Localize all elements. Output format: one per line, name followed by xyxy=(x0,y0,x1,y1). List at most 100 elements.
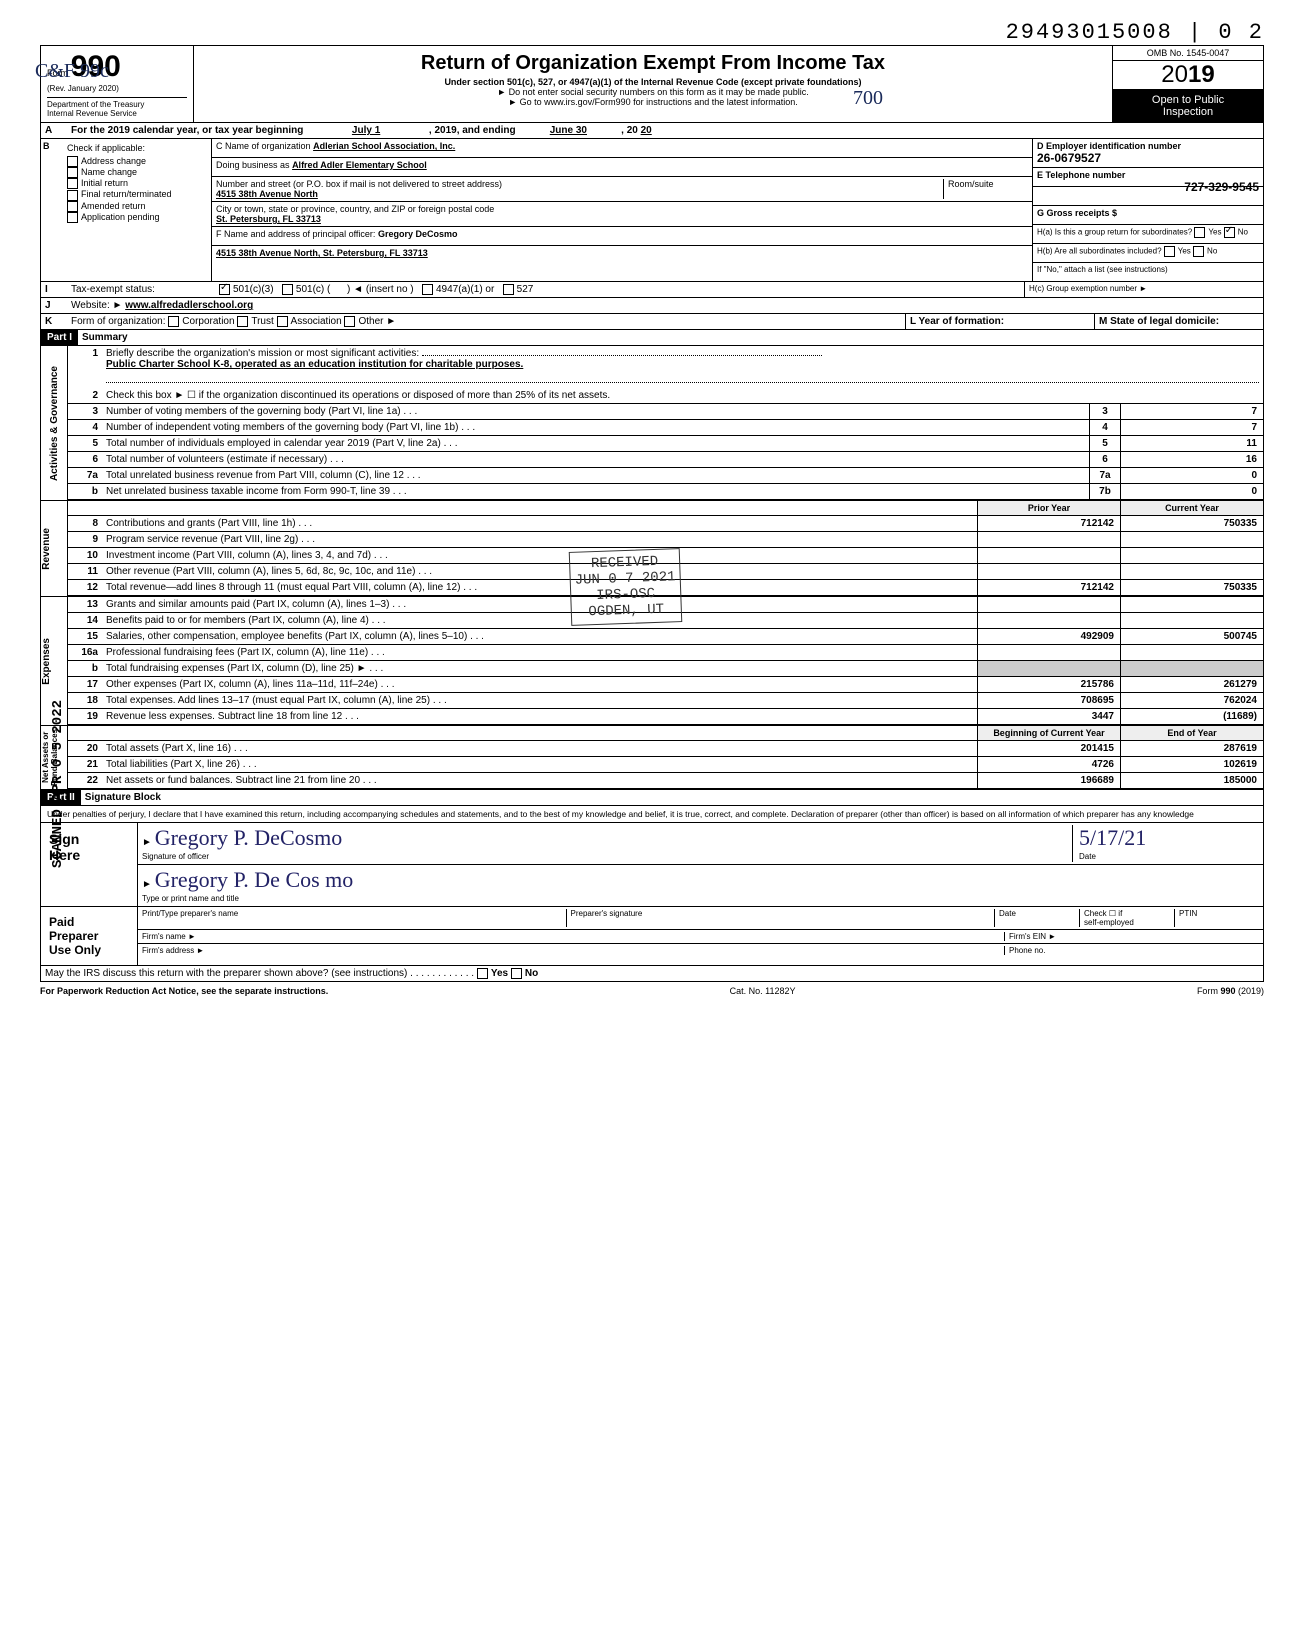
typed-name: Gregory P. De Cos mo xyxy=(155,867,354,892)
check-if-applicable: Check if applicable: xyxy=(67,143,207,153)
summary-row: 8Contributions and grants (Part VIII, li… xyxy=(68,516,1263,532)
summary-row: bNet unrelated business taxable income f… xyxy=(68,484,1263,500)
dba-label: Doing business as xyxy=(216,160,290,170)
hb-no[interactable] xyxy=(1193,246,1204,257)
handwritten-margin: C&F 99c xyxy=(35,60,109,83)
line-j: J Website: ► www.alfredadlerschool.org xyxy=(40,298,1264,314)
form-header: Form 990 (Rev. January 2020) Department … xyxy=(40,45,1264,123)
vert-gov: Activities & Governance xyxy=(49,366,60,481)
col-prior: Prior Year xyxy=(977,501,1120,515)
chk-527[interactable] xyxy=(503,284,514,295)
line-a: A For the 2019 calendar year, or tax yea… xyxy=(40,123,1264,139)
form-subtitle: Under section 501(c), 527, or 4947(a)(1)… xyxy=(200,77,1106,87)
year-number: 19 xyxy=(1188,61,1215,88)
chk-4947[interactable] xyxy=(422,284,433,295)
hb-label: H(b) Are all subordinates included? xyxy=(1037,247,1162,256)
street-label: Number and street (or P.O. box if mail i… xyxy=(216,179,502,189)
footer-mid: Cat. No. 11282Y xyxy=(730,986,796,996)
chk-initial-return[interactable]: Initial return xyxy=(67,178,207,189)
i-label: Tax-exempt status: xyxy=(67,282,215,297)
k-label: Form of organization: xyxy=(71,316,166,327)
form-title: Return of Organization Exempt From Incom… xyxy=(200,52,1106,75)
form-note1: ► Do not enter social security numbers o… xyxy=(200,87,1106,97)
officer-signature: Gregory P. DeCosmo xyxy=(155,825,343,850)
e-label: E Telephone number xyxy=(1037,170,1125,180)
line-a-label: For the 2019 calendar year, or tax year … xyxy=(71,125,303,136)
chk-corp[interactable] xyxy=(168,316,179,327)
chk-501c[interactable] xyxy=(282,284,293,295)
summary-row: 20Total assets (Part X, line 16) . . .20… xyxy=(68,741,1263,757)
sig-officer-label: Signature of officer xyxy=(142,852,209,861)
line-i: I Tax-exempt status: 501(c)(3) 501(c) ( … xyxy=(40,282,1264,298)
chk-other[interactable] xyxy=(344,316,355,327)
summary-row: 7aTotal unrelated business revenue from … xyxy=(68,468,1263,484)
ein: 26-0679527 xyxy=(1037,151,1101,165)
summary-row: 15Salaries, other compensation, employee… xyxy=(68,629,1263,645)
tax-year-begin: July 1 xyxy=(306,125,426,136)
col-end: End of Year xyxy=(1120,726,1263,740)
officer-name: Gregory DeCosmo xyxy=(378,229,458,239)
footer-left: For Paperwork Reduction Act Notice, see … xyxy=(40,986,328,996)
chk-name-change[interactable]: Name change xyxy=(67,167,207,178)
phone: 727-329-9545 xyxy=(1184,180,1259,194)
summary-row: 6Total number of volunteers (estimate if… xyxy=(68,452,1263,468)
officer-addr: 4515 38th Avenue North, St. Petersburg, … xyxy=(216,248,428,258)
footer-right: Form 990 (2019) xyxy=(1197,986,1264,996)
chk-address-change[interactable]: Address change xyxy=(67,156,207,167)
part2-title: Signature Block xyxy=(81,790,165,805)
may-irs-discuss: May the IRS discuss this return with the… xyxy=(45,968,407,979)
chk-final-return[interactable]: Final return/terminated xyxy=(67,189,207,200)
d-label: D Employer identification number xyxy=(1037,141,1181,151)
firm-phone-label: Phone no. xyxy=(1004,946,1259,955)
year-prefix: 20 xyxy=(1161,61,1188,88)
chk-501c3[interactable] xyxy=(219,284,230,295)
irs-no[interactable] xyxy=(511,968,522,979)
section-bcdefgh: B Check if applicable: Address change Na… xyxy=(40,139,1264,282)
mission-text: Public Charter School K-8, operated as a… xyxy=(106,359,523,370)
col-begin: Beginning of Current Year xyxy=(977,726,1120,740)
chk-amended[interactable]: Amended return xyxy=(67,201,207,212)
street-value: 4515 38th Avenue North xyxy=(216,189,318,199)
prep-name-label: Print/Type preparer's name xyxy=(142,909,566,927)
summary-row: 22Net assets or fund balances. Subtract … xyxy=(68,773,1263,789)
hc-label: H(c) Group exemption number ► xyxy=(1024,282,1263,297)
received-stamp: RECEIVED JUN 0 7 2021 IRS-OSC OGDEN, UT xyxy=(569,548,682,626)
dba-name: Alfred Adler Elementary School xyxy=(292,160,427,170)
vert-net: Net Assets or Fund Balances xyxy=(41,729,59,786)
room-label: Room/suite xyxy=(943,179,1028,199)
chk-application-pending[interactable]: Application pending xyxy=(67,212,207,223)
vert-exp: Expenses xyxy=(41,638,52,685)
m-label: M State of legal domicile: xyxy=(1099,316,1219,327)
tax-year-end: June 30 xyxy=(518,125,618,136)
prep-sig-label: Preparer's signature xyxy=(566,909,995,927)
hb-note: If "No," attach a list (see instructions… xyxy=(1033,263,1263,281)
ptin-label: PTIN xyxy=(1174,909,1259,927)
hb-yes[interactable] xyxy=(1164,246,1175,257)
typed-name-label: Type or print name and title xyxy=(142,894,239,903)
city-label: City or town, state or province, country… xyxy=(216,204,494,214)
summary-row: 9Program service revenue (Part VIII, lin… xyxy=(68,532,1263,548)
tax-year-end-year: 20 xyxy=(641,125,652,136)
summary-row: 3Number of voting members of the governi… xyxy=(68,404,1263,420)
vert-rev: Revenue xyxy=(41,528,52,570)
ha-yes[interactable] xyxy=(1194,227,1205,238)
website: www.alfredadlerschool.org xyxy=(125,300,253,311)
f-label: F Name and address of principal officer: xyxy=(216,229,375,239)
summary-row: 21Total liabilities (Part X, line 26) . … xyxy=(68,757,1263,773)
prep-date-label: Date xyxy=(994,909,1079,927)
form-dept: Department of the Treasury Internal Reve… xyxy=(47,97,187,118)
penalty-text: Under penalties of perjury, I declare th… xyxy=(41,806,1263,822)
ha-no[interactable] xyxy=(1224,227,1235,238)
irs-yes[interactable] xyxy=(477,968,488,979)
city-value: St. Petersburg, FL 33713 xyxy=(216,214,321,224)
sequence-number: 29493015008 | 0 2 xyxy=(40,20,1264,45)
chk-trust[interactable] xyxy=(237,316,248,327)
summary-row: 5Total number of individuals employed in… xyxy=(68,436,1263,452)
line1-label: Briefly describe the organization's miss… xyxy=(106,348,419,359)
summary-row: 4Number of independent voting members of… xyxy=(68,420,1263,436)
chk-assoc[interactable] xyxy=(277,316,288,327)
line-a-mid: , 2019, and ending xyxy=(429,125,516,136)
j-label: Website: ► xyxy=(71,300,122,311)
firm-addr-label: Firm's address ► xyxy=(142,946,1004,955)
paid-preparer: Paid Preparer Use Only xyxy=(41,907,137,965)
